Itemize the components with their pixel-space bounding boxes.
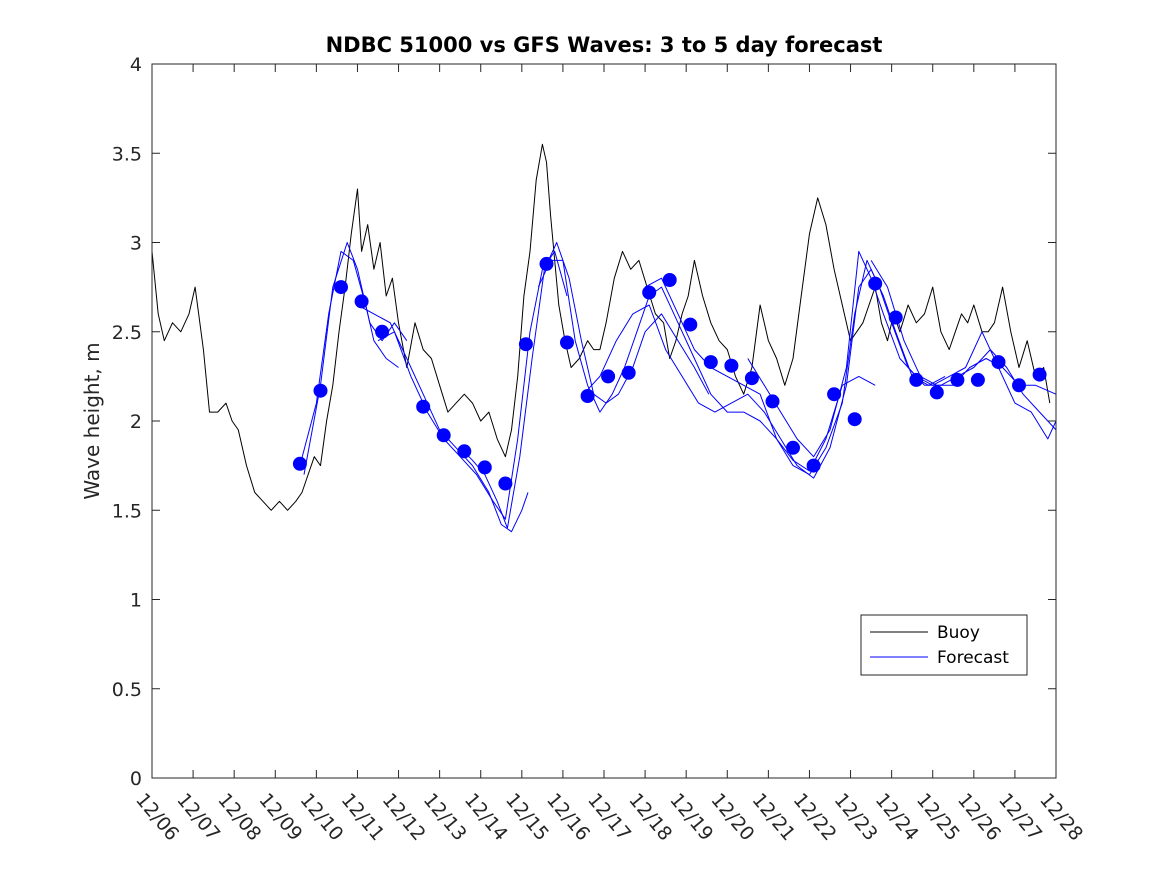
forecast-marker [498,476,513,491]
forecast-series-line [459,242,710,529]
forecast-marker [457,444,472,459]
y-tick-label: 3 [130,233,142,255]
chart-title: NDBC 51000 vs GFS Waves: 3 to 5 day fore… [326,33,883,57]
forecast-marker [847,412,862,427]
forecast-series-line [357,304,529,533]
forecast-marker [909,372,924,387]
forecast-marker [786,440,800,455]
forecast-marker [683,317,698,332]
forecast-marker [642,285,657,300]
y-tick-label: 3.5 [112,143,142,165]
y-tick-label: 2.5 [112,322,142,344]
legend-forecast-label: Forecast [937,648,1009,668]
forecast-marker [477,460,492,475]
forecast-marker [313,383,328,398]
forecast-marker [703,355,718,370]
forecast-marker [929,385,944,400]
forecast-marker [539,256,554,271]
forecast-series-line [377,250,568,520]
forecast-series-line [299,250,399,466]
forecast-marker [375,324,390,339]
y-axis-label: Wave height, m [80,342,104,499]
legend: Buoy Forecast [860,614,1028,676]
forecast-series-line [583,268,946,479]
forecast-marker [806,458,821,473]
legend-box [860,614,1028,676]
forecast-marker [970,372,985,387]
forecast-marker [601,369,616,384]
y-axis: 0 0.5 1 1.5 2 2.5 3 3.5 4 [112,54,1056,790]
y-tick-label: 0.5 [112,679,142,701]
forecast-marker [416,399,431,414]
y-tick-label: 0 [130,768,142,790]
y-tick-label: 2 [130,411,142,433]
forecast-marker [724,358,739,373]
forecast-marker [621,365,636,380]
forecast-marker [334,280,348,295]
forecast-marker [888,310,903,325]
forecast-marker [950,372,965,387]
y-tick-label: 1 [130,590,142,612]
forecast-marker [354,294,369,309]
forecast-marker [991,355,1006,370]
forecast-marker [292,456,307,471]
y-tick-label: 4 [130,54,142,76]
forecast-series-line [303,242,408,475]
forecast-marker [560,335,574,350]
forecast-marker [518,337,533,352]
forecast-marker [1032,367,1047,382]
forecast-marker [744,371,759,386]
legend-buoy-label: Buoy [937,623,980,643]
forecast-marker [827,387,842,402]
marker-layer [292,256,1047,491]
y-tick-label: 1.5 [112,500,142,522]
forecast-marker [765,394,780,409]
forecast-marker [868,276,883,291]
forecast-marker [436,428,451,443]
forecast-marker [662,273,677,287]
forecast-series-line [747,250,1057,458]
forecast-marker [580,389,595,403]
forecast-marker [1012,378,1026,393]
forecast-series-line [644,259,1057,476]
